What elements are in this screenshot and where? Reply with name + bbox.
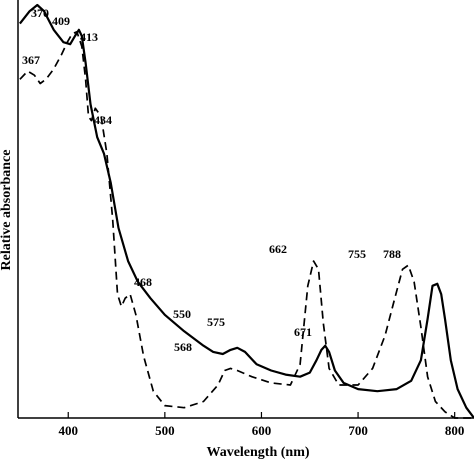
x-axis-title: Wavelength (nm) <box>206 445 309 460</box>
x-tick-label: 500 <box>155 423 175 438</box>
peak-label-550: 550 <box>173 307 191 321</box>
axes <box>17 0 474 419</box>
peak-label-468: 468 <box>134 275 152 289</box>
x-tick-label: 700 <box>348 423 368 438</box>
x-tick-label: 800 <box>445 423 465 438</box>
peak-label-367: 367 <box>22 53 40 67</box>
peak-label-434: 434 <box>94 113 112 127</box>
peak-label-662: 662 <box>269 242 287 256</box>
peak-label-409: 409 <box>52 14 70 28</box>
peak-label-671: 671 <box>294 325 312 339</box>
y-axis-title: Relative absorbance <box>0 150 14 271</box>
peak-label-370: 370 <box>31 6 49 20</box>
x-tick-label: 400 <box>58 423 78 438</box>
dashed-spectrum-line <box>19 30 474 419</box>
peak-labels: 370 409 413 367 434 468 550 575 568 662 … <box>22 6 401 354</box>
x-tick-label: 600 <box>252 423 272 438</box>
peak-label-755: 755 <box>348 247 366 261</box>
peak-label-788: 788 <box>383 247 401 261</box>
x-ticks: 400 500 600 700 800 <box>58 412 464 438</box>
peak-label-575: 575 <box>207 315 225 329</box>
series-layer <box>19 3 474 419</box>
solid-spectrum-line <box>19 3 474 419</box>
peak-label-568: 568 <box>174 340 192 354</box>
peak-label-413: 413 <box>80 30 98 44</box>
